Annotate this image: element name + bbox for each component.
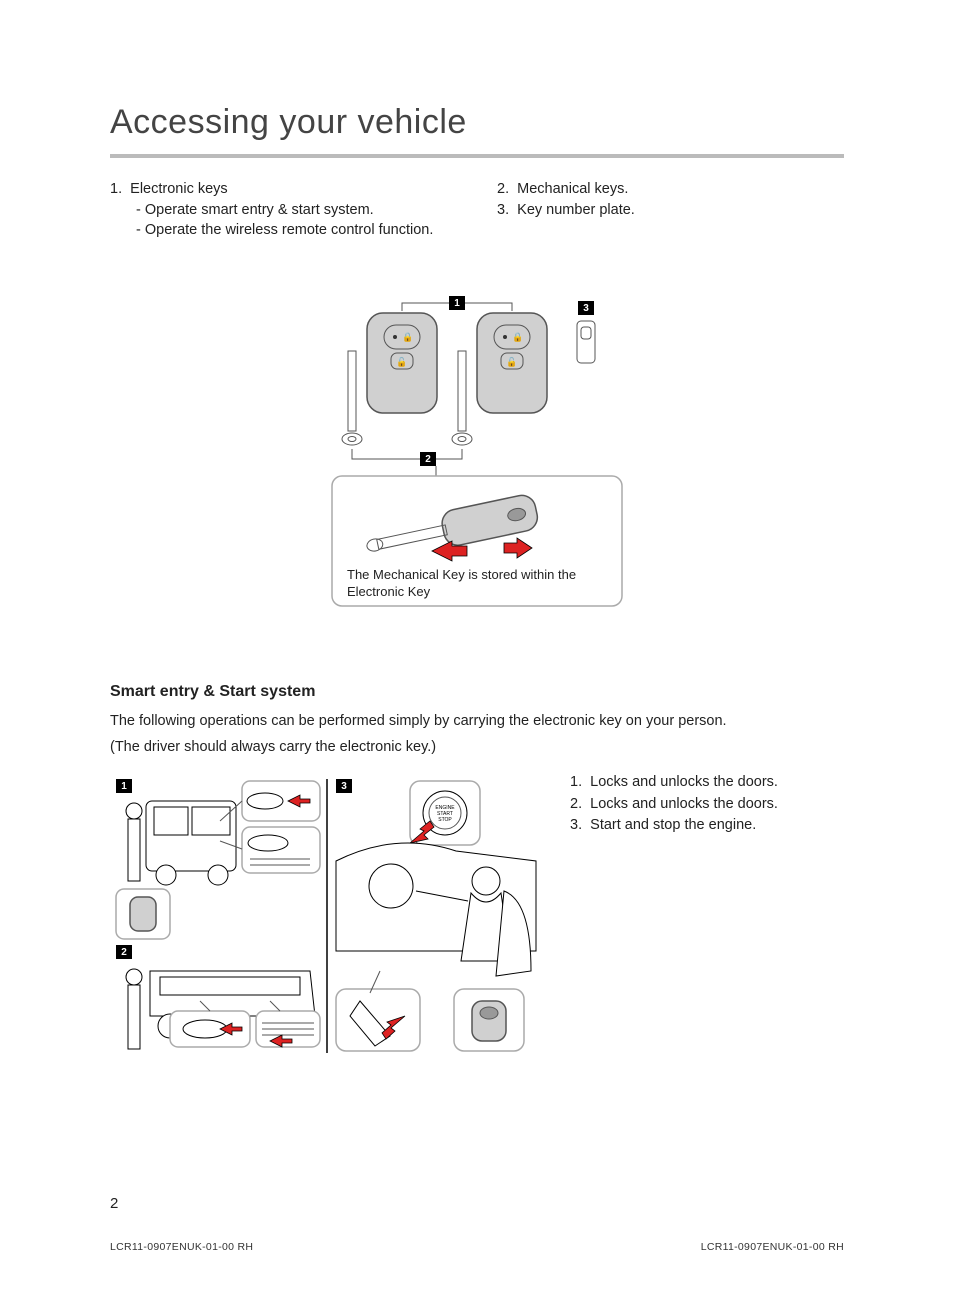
smart-entry-list: 1. Locks and unlocks the doors. 2. Locks… <box>570 771 844 838</box>
list-item: 1. Locks and unlocks the doors. <box>570 773 844 793</box>
list-item: 3. Key number plate. <box>497 201 844 221</box>
list-item: 2. Mechanical keys. <box>497 180 844 200</box>
section-heading: Smart entry & Start system <box>110 681 844 703</box>
section-para: (The driver should always carry the elec… <box>110 738 844 758</box>
list-item: 2. Locks and unlocks the doors. <box>570 795 844 815</box>
sub-item: - Operate the wireless remote control fu… <box>110 221 457 241</box>
diagram-caption-line1: The Mechanical Key is stored within the <box>347 567 576 582</box>
top-list-left: 1. Electronic keys - Operate smart entry… <box>110 180 457 241</box>
svg-text:🔓: 🔓 <box>506 356 517 367</box>
callout-3: 3 <box>341 781 347 792</box>
item-number: 1. <box>570 774 582 790</box>
item-text: Locks and unlocks the doors. <box>590 796 778 812</box>
item-text: Mechanical keys. <box>517 181 628 197</box>
smart-entry-diagram: 1 2 <box>110 771 540 1061</box>
callout-1: 1 <box>121 781 127 792</box>
callout-2: 2 <box>121 947 127 958</box>
title-rule <box>110 154 844 158</box>
footer-code-left: LCR11-0907ENUK-01-00 RH <box>110 1240 253 1254</box>
callout-1: 1 <box>454 298 460 309</box>
list-item: 1. Electronic keys <box>110 180 457 200</box>
item-text: Locks and unlocks the doors. <box>590 774 778 790</box>
section-para: The following operations can be performe… <box>110 712 844 732</box>
top-key-list: 1. Electronic keys - Operate smart entry… <box>110 180 844 241</box>
diagram-caption-line2: Electronic Key <box>347 584 431 599</box>
item-number: 3. <box>570 817 582 833</box>
item-text: Electronic keys <box>130 181 228 197</box>
keys-diagram: 1 🔒 🔓 🔒 🔓 3 2 <box>312 291 642 621</box>
item-number: 2. <box>570 796 582 812</box>
item-number: 2. <box>497 181 509 197</box>
list-item: 3. Start and stop the engine. <box>570 816 844 836</box>
top-list-right: 2. Mechanical keys. 3. Key number plate. <box>497 180 844 241</box>
page-title: Accessing your vehicle <box>110 100 844 146</box>
callout-2: 2 <box>425 454 431 465</box>
footer-code-right: LCR11-0907ENUK-01-00 RH <box>701 1240 844 1254</box>
item-number: 3. <box>497 202 509 218</box>
item-number: 1. <box>110 181 122 197</box>
sub-item: - Operate smart entry & start system. <box>110 201 457 221</box>
page-number: 2 <box>110 1194 118 1214</box>
item-text: Key number plate. <box>517 202 635 218</box>
callout-3: 3 <box>583 303 589 314</box>
svg-text:🔓: 🔓 <box>396 356 407 367</box>
svg-text:🔒: 🔒 <box>512 332 523 342</box>
item-text: Start and stop the engine. <box>590 817 756 833</box>
svg-text:🔒: 🔒 <box>402 332 413 342</box>
engine-label: STOP <box>438 817 452 823</box>
